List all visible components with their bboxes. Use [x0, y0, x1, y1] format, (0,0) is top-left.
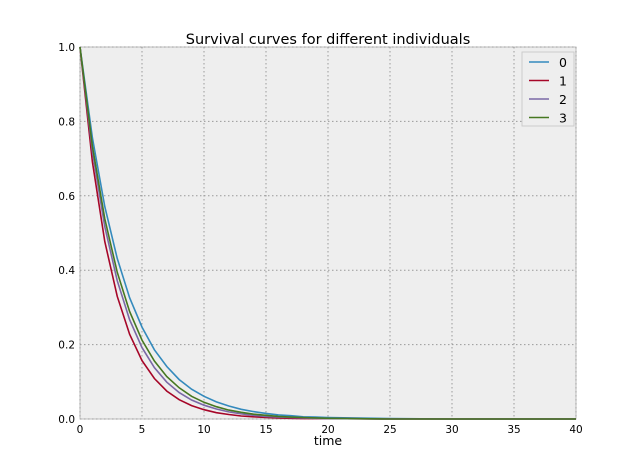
- legend-label-1: 1: [559, 74, 567, 89]
- x-tick-label: 0: [77, 424, 84, 436]
- plot-area: [79, 46, 577, 420]
- x-tick-label: 25: [383, 424, 396, 436]
- x-tick-label: 40: [569, 424, 582, 436]
- chart-title: Survival curves for different individual…: [186, 32, 471, 48]
- x-axis-label: time: [314, 433, 343, 448]
- legend-box: [521, 51, 575, 127]
- x-tick-label: 10: [197, 424, 210, 436]
- x-ticks: 0 5 10 15 20 25 30 35 40: [77, 424, 583, 436]
- legend: 0 1 2 3: [521, 51, 575, 127]
- y-tick-label: 0.4: [58, 265, 75, 277]
- x-tick-label: 5: [139, 424, 146, 436]
- legend-label-2: 2: [559, 92, 567, 107]
- y-tick-label: 1.0: [58, 42, 75, 54]
- y-tick-label: 0.2: [58, 340, 75, 352]
- x-tick-label: 20: [321, 424, 334, 436]
- y-tick-label: 0.8: [58, 116, 75, 128]
- x-tick-label: 35: [507, 424, 520, 436]
- y-tick-label: 0.0: [58, 414, 75, 426]
- series-lines: [79, 46, 576, 420]
- y-tick-label: 0.6: [58, 191, 75, 203]
- x-tick-label: 30: [445, 424, 458, 436]
- legend-label-0: 0: [559, 55, 567, 70]
- legend-label-3: 3: [559, 111, 567, 126]
- y-ticks: 0.0 0.2 0.4 0.6 0.8 1.0: [58, 42, 75, 426]
- x-tick-label: 15: [259, 424, 272, 436]
- series-line-3: [79, 46, 576, 420]
